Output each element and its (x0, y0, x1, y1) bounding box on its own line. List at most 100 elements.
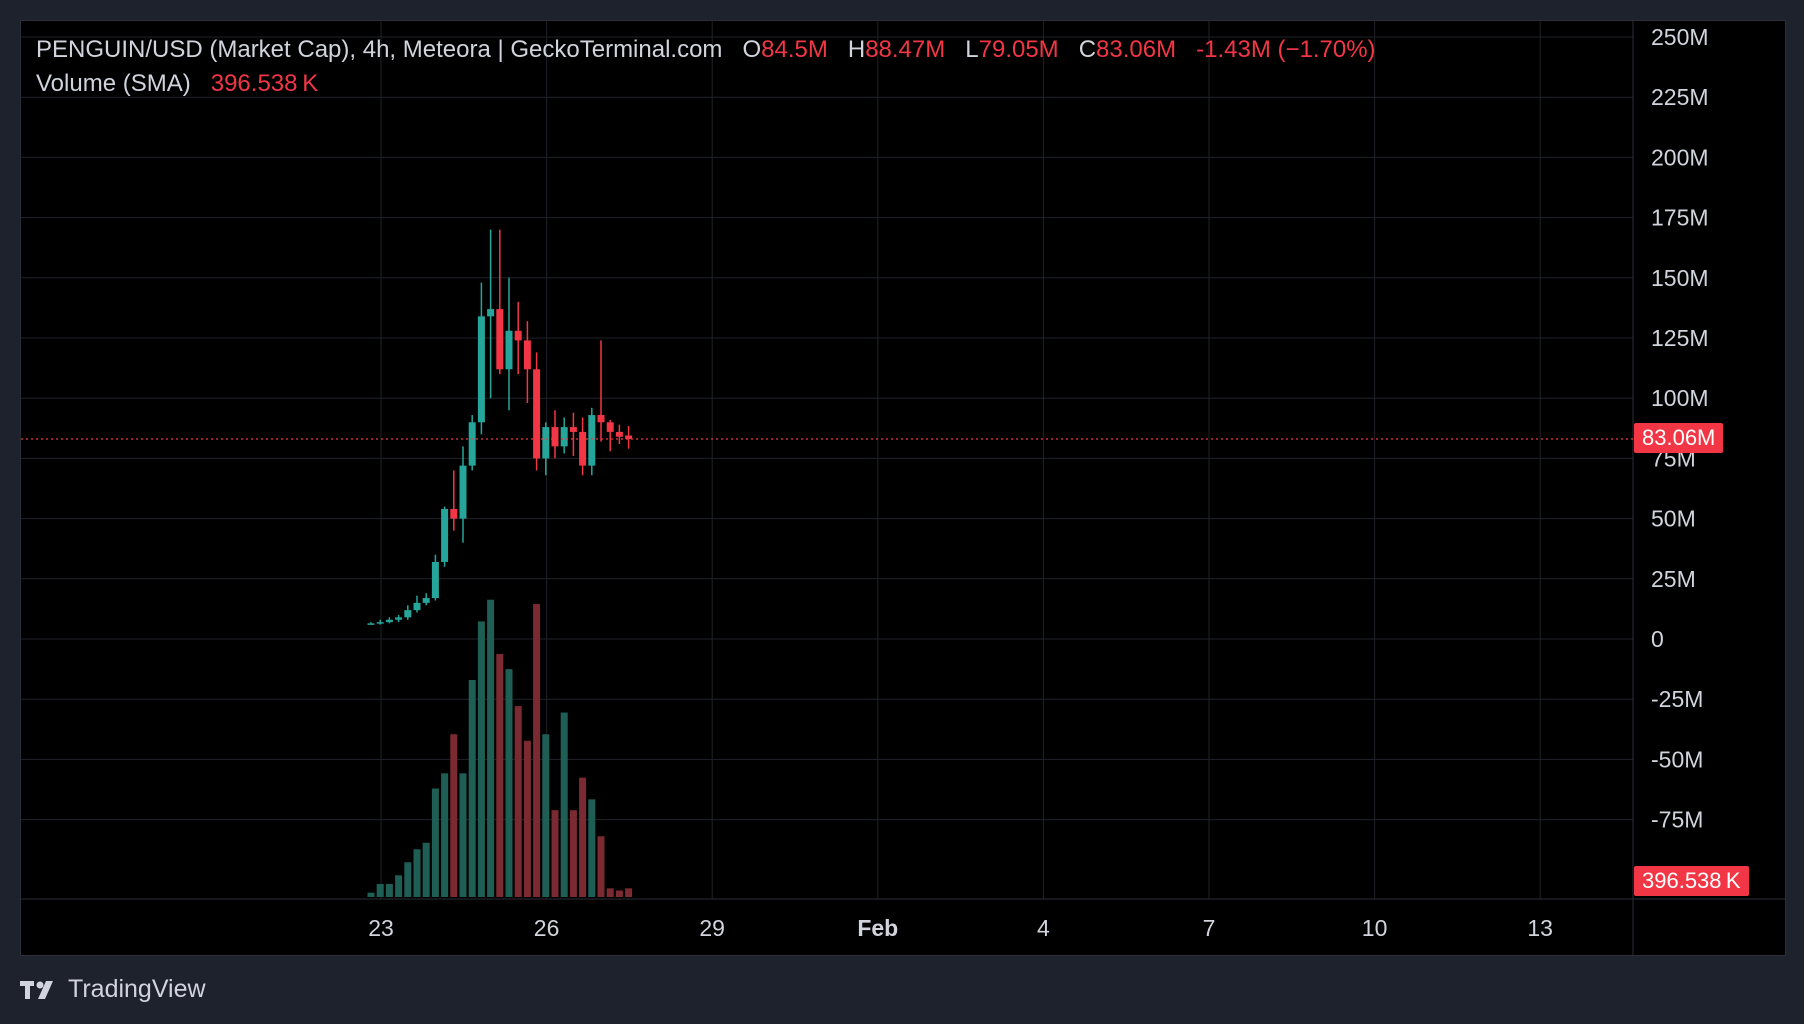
candle-body (523, 340, 531, 370)
candle-body (431, 561, 439, 599)
candle-body (468, 422, 476, 466)
volume-bar (551, 810, 559, 897)
candle-body (579, 431, 587, 466)
chart-canvas[interactable]: 250M225M200M175M150M125M100M75M50M25M0-2… (21, 21, 1785, 955)
x-tick-label: 7 (1203, 915, 1216, 941)
candle-body (395, 617, 403, 620)
volume-bar (376, 883, 384, 897)
legend-high-label: H (847, 36, 866, 63)
volume-bar (514, 706, 522, 897)
legend-row-volume: Volume (SMA) 396.538 K (36, 70, 318, 98)
candle-body (514, 330, 522, 341)
volume-bar (477, 621, 485, 897)
y-tick-label: 150M (1651, 265, 1709, 291)
volume-bar (533, 604, 541, 897)
y-tick-label: 200M (1651, 144, 1709, 170)
volume-bar (431, 788, 439, 897)
candle-body (505, 330, 513, 370)
y-tick-label: 225M (1651, 84, 1709, 110)
candle-body (367, 623, 375, 625)
x-tick-label: 26 (534, 915, 560, 941)
legend-change: -1.43M (−1.70%) (1196, 36, 1376, 63)
legend-volume-value: 396.538 K (210, 70, 319, 97)
legend-high-value: 88.47M (865, 36, 946, 63)
candle-body (597, 415, 605, 423)
volume-bar (588, 799, 596, 897)
volume-bar (422, 842, 430, 897)
volume-bar (597, 836, 605, 897)
candle-body (413, 602, 421, 611)
volume-bar (367, 892, 375, 897)
volume-bar (496, 653, 504, 897)
legend-close-label: C (1078, 36, 1097, 63)
volume-bar (413, 849, 421, 897)
volume-tag: 396.538 K (1634, 866, 1749, 896)
legend-volume-label: Volume (SMA) (36, 70, 191, 97)
x-tick-label: 10 (1362, 915, 1388, 941)
y-tick-label: 100M (1651, 385, 1709, 411)
y-tick-label: -25M (1651, 686, 1703, 712)
candle-body (533, 369, 541, 459)
candle-body (588, 415, 596, 466)
x-tick-label: Feb (857, 915, 898, 941)
volume-bar (579, 777, 587, 897)
legend-title: PENGUIN/USD (Market Cap), 4h, Meteora | … (36, 36, 723, 63)
y-tick-label: 175M (1651, 205, 1709, 231)
volume-bar (615, 890, 623, 897)
candle-body (450, 508, 458, 519)
candle-body (625, 435, 633, 439)
y-tick-label: 125M (1651, 325, 1709, 351)
y-tick-label: 250M (1651, 24, 1709, 50)
y-tick-label: -75M (1651, 807, 1703, 833)
volume-bar (395, 875, 403, 897)
candle-body (385, 619, 393, 623)
volume-bar (505, 669, 513, 897)
brand-name: TradingView (68, 975, 206, 1003)
volume-bar (560, 712, 568, 897)
candle-body (487, 309, 495, 317)
candle-body (477, 316, 485, 423)
volume-bar (459, 773, 467, 897)
legend-open-value: 84.5M (761, 36, 828, 63)
y-tick-label: 50M (1651, 506, 1696, 532)
candle-body (560, 427, 568, 447)
legend-open-label: O (742, 36, 762, 63)
candle-body (496, 309, 504, 370)
volume-bar (523, 740, 531, 897)
volume-bar (625, 888, 633, 897)
x-tick-label: 23 (368, 915, 394, 941)
volume-bar (385, 883, 393, 897)
volume-bar (404, 862, 412, 897)
candle-body (551, 427, 559, 447)
candle-body (404, 610, 412, 618)
y-tick-label: 0 (1651, 626, 1664, 652)
candle-body (615, 431, 623, 437)
volume-bar (468, 680, 476, 897)
volume-bar (441, 773, 449, 897)
legend-row-ohlc: PENGUIN/USD (Market Cap), 4h, Meteora | … (36, 36, 1376, 64)
legend-low-value: 79.05M (978, 36, 1059, 63)
x-tick-label: 29 (699, 915, 725, 941)
chart-frame: 250M 225M 200M 175M 150M 125M 100M 75M 50M 25M 0 -2… (20, 20, 1786, 956)
volume-bar (487, 599, 495, 897)
candle-body (569, 427, 577, 432)
candle-body (459, 465, 467, 519)
candle-body (376, 622, 384, 624)
candle-body (542, 427, 550, 459)
candle-body (441, 508, 449, 562)
tradingview-icon (20, 980, 53, 999)
legend-close-value: 83.06M (1096, 36, 1177, 63)
x-tick-label: 13 (1527, 915, 1553, 941)
y-tick-label: -50M (1651, 746, 1703, 772)
candle-body (422, 598, 430, 603)
volume-bar (606, 888, 614, 897)
tradingview-logo[interactable]: TradingView (20, 975, 206, 1004)
volume-bar (569, 810, 577, 897)
candle-body (606, 422, 614, 432)
x-tick-label: 4 (1037, 915, 1050, 941)
legend-low-label: L (965, 36, 979, 63)
volume-bar (450, 734, 458, 897)
volume-bar (542, 734, 550, 897)
y-tick-label: 25M (1651, 566, 1696, 592)
last-price-tag: 83.06M (1634, 423, 1724, 453)
